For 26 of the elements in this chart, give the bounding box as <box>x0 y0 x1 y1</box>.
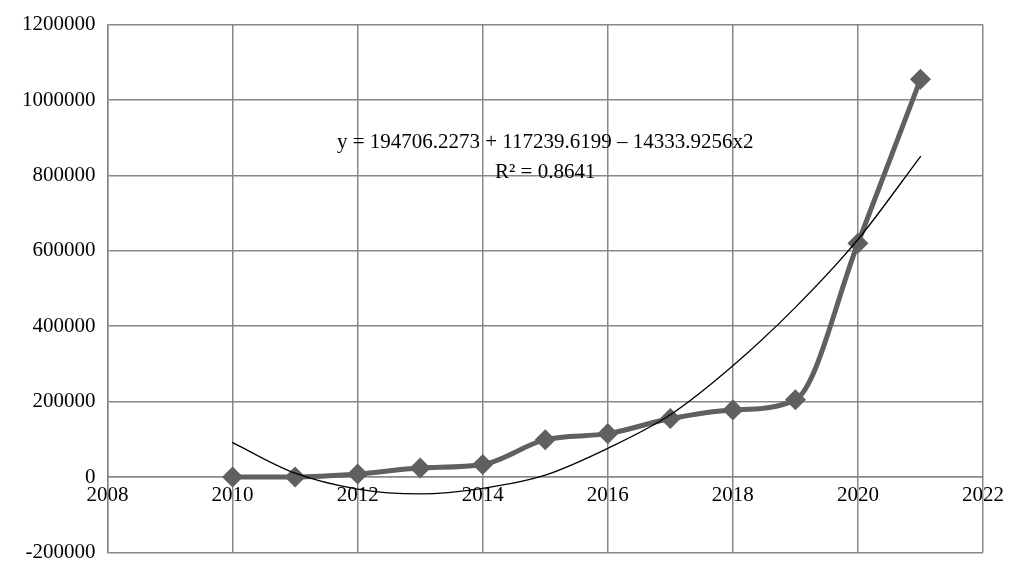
x-tick-label: 2014 <box>461 482 505 507</box>
annotation: y = 194706.2273 + 117239.6199 – 14333.9256x2 <box>336 129 754 154</box>
point <box>223 467 243 487</box>
y-tick-label: 600000 <box>32 237 96 262</box>
point <box>285 467 305 487</box>
x-tick-label: 2018 <box>711 482 754 507</box>
x-tick-label: 2010 <box>211 482 254 507</box>
point <box>410 458 430 478</box>
x-tick-label: 2012 <box>336 482 379 507</box>
y-tick-label: 1200000 <box>22 11 96 36</box>
y-tick-label: 800000 <box>32 161 96 186</box>
point <box>910 69 930 89</box>
y-tick-label: 400000 <box>32 312 96 337</box>
point <box>473 455 493 475</box>
x-tick-label: 2016 <box>586 482 629 507</box>
point <box>535 430 555 450</box>
point <box>723 400 743 420</box>
y-tick-label: 1000000 <box>22 86 96 111</box>
y-tick-label: 200000 <box>32 388 96 413</box>
y-tick-label: -200000 <box>25 538 96 563</box>
x-tick-label: 2022 <box>962 482 1004 507</box>
point <box>785 390 805 410</box>
x-tick-label: 2020 <box>836 482 879 507</box>
point <box>598 424 618 444</box>
point <box>348 464 368 484</box>
annotation: R² = 0.8641 <box>495 159 596 184</box>
